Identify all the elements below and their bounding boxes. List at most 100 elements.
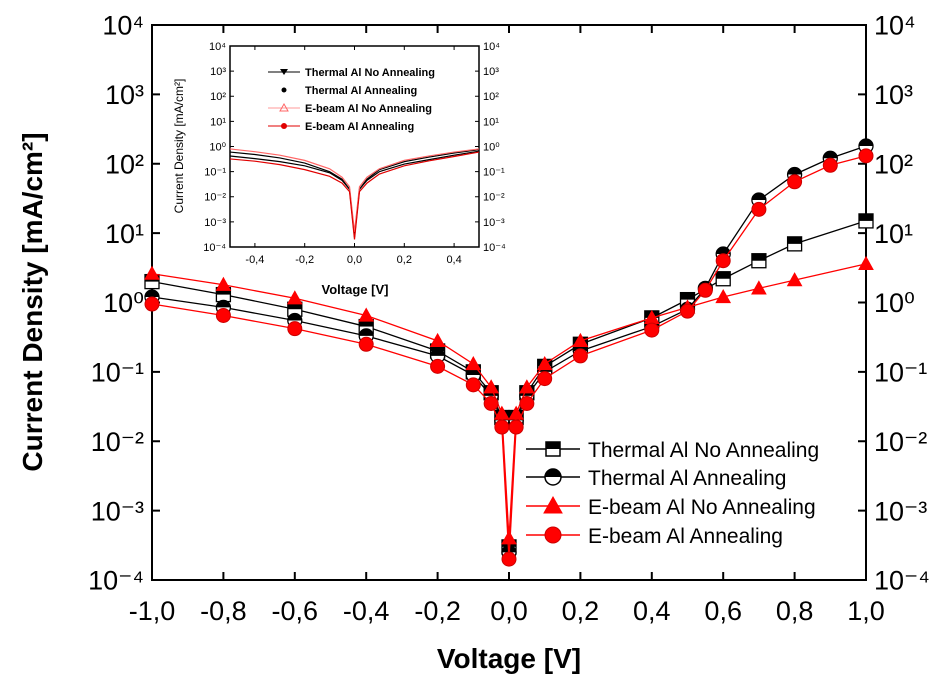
inset-series [229,148,480,240]
main-series-2-point-12 [572,332,589,347]
inset-background [230,46,479,247]
main-series-2-point-1 [215,276,232,291]
main-series-0-point-14-fill [680,292,695,300]
main-series-3-point-8 [501,551,517,567]
inset-y-tick-label-left-6: 10² [210,91,226,103]
main-x-tick-label-1: -0,8 [200,596,247,626]
inset-legend-marker-0 [280,69,288,75]
main-series-0-point-16-fill [751,253,766,261]
inset-y-tick-label-right-1: 10⁻³ [483,217,505,229]
main-series-2-point-11 [536,355,553,371]
main-series-3-point-12 [572,348,588,364]
main-series-2 [144,255,874,545]
main-series-3-point-5 [465,377,481,393]
main-series-0-point-4-fill [430,343,445,351]
inset-legend-label-2: E-beam Al No Annealing [305,103,432,115]
main-series-3 [144,148,874,567]
main-y-tick-label-right-1: 10⁻³ [874,496,927,526]
main-series-1-point-1-fill [216,300,231,308]
inset-y-tick-label-left-7: 10³ [210,66,226,78]
main-series-1-point-3-fill [359,328,374,336]
main-series-3-point-11 [537,371,553,387]
inset-legend-item-0: Thermal Al No Annealing [268,67,435,79]
main-x-tick-label-7: 0,4 [633,596,671,626]
main-legend-marker-fill-0 [546,442,560,449]
main-series-2-point-8 [501,530,517,545]
inset-legend-marker-1 [281,87,287,93]
main-y-tick-label-right-2: 10⁻² [874,427,927,457]
inset-legend-item-2: E-beam Al No Annealing [268,102,432,115]
main-series-0-point-18-fill [859,213,873,221]
main-series-2-point-3 [358,307,375,322]
main-legend-marker-2 [543,495,563,514]
main-series-0-point-3-fill [359,319,374,327]
main-y-tick-label-left-4: 10⁰ [103,288,144,318]
main-y-tick-label-left-7: 10³ [105,80,144,110]
inset-legend: Thermal Al No Annealing Thermal Al Annea… [268,67,435,133]
main-series-2-point-7 [494,405,510,420]
inset-x-tick-label-4: 0,4 [446,254,461,266]
main-series-3-point-3 [358,336,374,352]
inset-legend-label-1: Thermal Al Annealing [305,85,417,97]
main-legend-label-0: Thermal Al No Annealing [588,439,819,462]
main-y-tick-label-right-7: 10³ [874,80,913,110]
main-series-3-point-17 [751,201,767,217]
main-series-1-point-20-fill [859,139,874,147]
main-y-tick-label-right-8: 10⁴ [874,11,916,41]
main-legend-label-3: E-beam Al Annealing [588,525,783,548]
main-legend-item-0: Thermal Al No Annealing [526,439,819,462]
main-series-2-point-16 [751,280,767,295]
inset-y-tick-label-left-8: 10⁴ [209,41,226,53]
inset-y-tick-label-left-0: 10⁻⁴ [203,242,226,254]
main-y-tick-label-left-6: 10² [105,149,144,179]
main-series-3-point-0 [144,296,160,312]
inset-y-axis-title: Current Density [mA/cm²] [172,79,186,214]
main-series-3-point-14 [680,303,695,319]
inset-legend-item-1: Thermal Al Annealing [281,85,417,97]
main-ticks: -1,0 -0,8 -0,6 -0,4 -0,2 0,0 0,2 0,4 0,6 0,8 1,010… [88,11,930,626]
inset-y-tick-label-right-3: 10⁻¹ [483,167,505,179]
main-series-1-point-2-fill [287,313,302,321]
main-series-3-point-9 [508,419,524,435]
inset-series-3 [229,151,480,240]
main-series-1-point-4-fill [430,348,445,356]
main-series-3-point-15 [697,282,713,298]
main-legend-label-2: E-beam Al No Annealing [588,496,816,519]
main-y-tick-label-left-8: 10⁴ [102,11,144,41]
main-x-tick-label-3: -0,4 [343,596,390,626]
main-legend-marker-3 [544,526,562,544]
main-x-axis-title: Voltage [V] [437,643,581,674]
inset-series-2 [229,148,480,232]
inset-y-tick-label-right-5: 10¹ [483,116,499,128]
main-series-1-point-16-fill [716,247,731,255]
inset-y-tick-label-left-5: 10¹ [210,116,226,128]
main-x-tick-label-6: 0,2 [562,596,600,626]
inset-y-tick-label-right-4: 10⁰ [483,141,500,153]
main-series-3-point-2 [287,321,303,337]
main-series-2-point-17 [786,272,803,287]
main-series-1-point-19-fill [823,151,838,159]
main-legend-item-2: E-beam Al No Annealing [526,495,816,519]
main-y-tick-label-left-5: 10¹ [105,219,144,249]
inset-legend-label-3: E-beam Al Annealing [305,121,414,133]
main-series-2-point-0 [144,265,160,280]
main-series-3-point-10 [519,396,535,412]
main-x-tick-label-8: 0,6 [704,596,742,626]
inset-legend-label-0: Thermal Al No Annealing [305,67,435,79]
main-legend: Thermal Al No Annealing Thermal Al Annea… [526,439,819,548]
inset-x-tick-label-1: -0,2 [295,254,314,266]
main-series-2-point-15 [715,288,732,304]
main-series-1-point-0-fill [145,290,159,298]
main-y-tick-label-left-2: 10⁻² [91,427,144,457]
main-series-2-point-2 [286,290,303,305]
inset-legend-marker-3 [281,123,287,129]
main-series-3-point-4 [430,358,446,374]
main-series-0-point-1-fill [216,287,231,295]
inset-legend-item-3: E-beam Al Annealing [268,121,414,133]
main-series-3-point-7 [494,419,510,435]
inset-y-tick-label-left-3: 10⁻¹ [204,167,226,179]
main-series-0-point-15-fill [716,271,731,279]
main-series-1-point-18-fill [787,167,802,175]
inset-y-tick-label-right-6: 10² [483,91,499,103]
